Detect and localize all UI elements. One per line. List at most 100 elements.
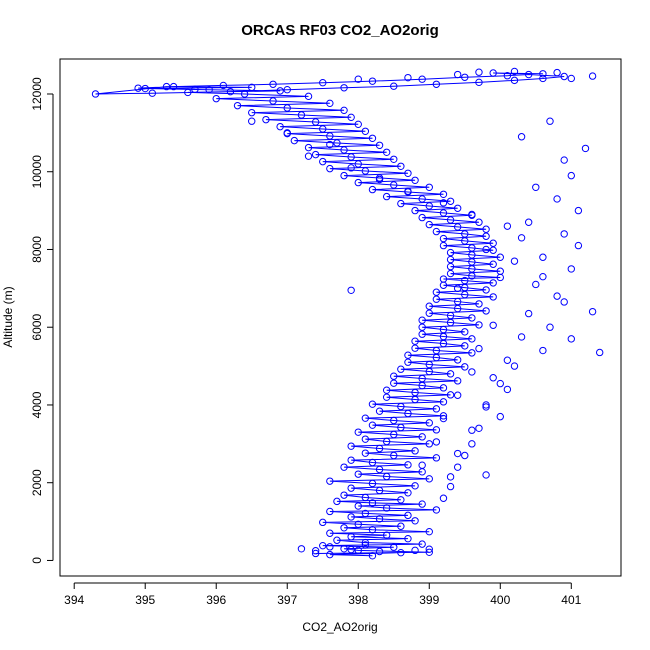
data-point xyxy=(560,72,568,81)
data-point xyxy=(567,74,575,83)
data-point xyxy=(169,82,178,91)
data-point xyxy=(319,518,327,527)
y-tick-label: 4000 xyxy=(30,391,44,418)
data-point xyxy=(468,368,476,376)
data-point xyxy=(340,545,348,553)
data-point xyxy=(482,232,490,240)
data-point xyxy=(425,545,433,553)
data-point xyxy=(382,192,391,201)
data-point xyxy=(475,300,483,308)
data-point xyxy=(581,144,590,153)
data-point xyxy=(453,284,462,293)
data-point xyxy=(524,70,533,79)
data-point xyxy=(425,475,433,483)
data-point xyxy=(404,511,412,520)
data-point xyxy=(304,152,313,160)
data-point xyxy=(489,279,497,287)
data-point xyxy=(532,183,540,191)
data-point xyxy=(461,230,469,238)
data-point xyxy=(482,471,490,479)
data-point xyxy=(439,332,448,341)
data-point xyxy=(248,108,256,117)
data-point xyxy=(390,181,398,189)
data-point xyxy=(425,202,433,210)
data-point xyxy=(439,241,448,250)
data-point xyxy=(326,529,334,537)
data-point xyxy=(326,550,334,559)
data-point xyxy=(418,433,426,441)
data-point xyxy=(368,77,377,85)
data-point xyxy=(453,304,462,313)
data-point xyxy=(368,479,377,488)
y-tick-label: 12000 xyxy=(30,77,44,111)
data-point xyxy=(553,292,561,300)
data-point xyxy=(411,337,419,345)
data-point xyxy=(425,367,433,376)
data-point xyxy=(553,68,561,77)
data-point xyxy=(418,213,426,222)
data-point xyxy=(347,164,355,172)
data-point xyxy=(411,206,419,215)
data-point xyxy=(418,316,426,324)
data-point xyxy=(489,321,497,329)
data-point xyxy=(375,547,384,556)
data-point xyxy=(297,111,306,119)
data-point xyxy=(311,549,320,558)
data-point xyxy=(368,526,377,534)
data-point xyxy=(453,377,462,385)
data-point xyxy=(248,83,256,92)
data-point xyxy=(368,185,377,194)
data-point xyxy=(382,148,391,156)
y-tick-label: 0 xyxy=(30,557,44,564)
x-tick-label: 399 xyxy=(419,593,439,607)
data-point xyxy=(425,419,433,427)
data-point xyxy=(439,209,448,217)
data-point xyxy=(382,504,391,512)
data-point xyxy=(418,381,426,390)
data-point xyxy=(319,125,327,133)
data-point xyxy=(503,385,512,394)
data-point xyxy=(489,260,497,268)
data-point xyxy=(347,456,355,464)
data-point xyxy=(361,127,370,136)
data-point xyxy=(446,269,455,278)
data-point xyxy=(567,335,575,343)
data-point xyxy=(503,356,512,364)
data-point xyxy=(482,401,490,409)
data-point xyxy=(425,360,433,369)
data-point xyxy=(539,70,547,78)
data-point xyxy=(588,307,597,316)
data-point xyxy=(446,248,455,257)
data-point xyxy=(596,348,604,357)
data-point xyxy=(425,220,433,229)
data-point xyxy=(453,463,462,471)
data-point xyxy=(475,424,483,432)
data-point xyxy=(411,482,419,490)
data-point xyxy=(333,139,341,147)
y-axis-label: Altitude (m) xyxy=(1,286,15,347)
data-point xyxy=(297,545,306,553)
data-point xyxy=(432,506,441,514)
data-point xyxy=(368,552,377,560)
data-point xyxy=(276,87,284,95)
data-point xyxy=(340,171,348,180)
data-point xyxy=(532,280,540,289)
data-point xyxy=(354,120,362,129)
data-point xyxy=(162,82,171,91)
series-line xyxy=(95,72,565,557)
data-point xyxy=(539,272,547,281)
data-point xyxy=(453,356,462,364)
data-point xyxy=(283,104,291,112)
data-point xyxy=(468,251,476,259)
data-point xyxy=(347,484,355,492)
data-point xyxy=(439,234,448,243)
data-point xyxy=(482,307,490,315)
data-point xyxy=(489,374,497,382)
data-point xyxy=(248,117,256,125)
data-point xyxy=(510,257,519,265)
data-point xyxy=(453,223,462,231)
data-point xyxy=(375,465,384,474)
data-point xyxy=(446,262,455,271)
y-tick-label: 8000 xyxy=(30,236,44,263)
data-point xyxy=(361,509,370,518)
